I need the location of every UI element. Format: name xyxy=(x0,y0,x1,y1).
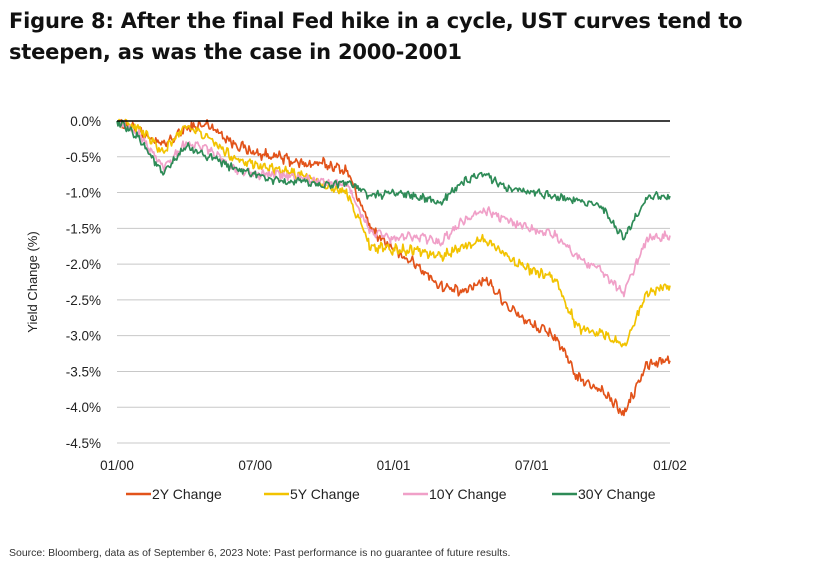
y-axis-label: Yield Change (%) xyxy=(25,231,40,332)
x-axis-ticks: 01/00 07/00 01/01 07/01 01/02 xyxy=(100,458,687,473)
source-note: Source: Bloomberg, data as of September … xyxy=(9,547,511,559)
x-tick-label: 01/01 xyxy=(377,458,411,473)
legend: 2Y Change 5Y Change 10Y Change 30Y Change xyxy=(126,486,656,502)
y-tick-label: -3.0% xyxy=(66,329,101,344)
legend-label: 5Y Change xyxy=(290,486,360,502)
chart-title: Figure 8: After the final Fed hike in a … xyxy=(9,9,743,64)
y-tick-label: 0.0% xyxy=(70,114,101,129)
y-tick-label: -1.5% xyxy=(66,221,101,236)
y-tick-label: -1.0% xyxy=(66,186,101,201)
line-chart: 0.0% -0.5% -1.0% -1.5% -2.0% -2.5% -3.0% -3.5% -… xyxy=(25,114,687,502)
y-axis-ticks: 0.0% -0.5% -1.0% -1.5% -2.0% -2.5% -3.0% -3.5% -… xyxy=(66,114,101,451)
series-line-30y-change xyxy=(116,119,671,241)
y-tick-label: -0.5% xyxy=(66,150,101,165)
gridlines xyxy=(117,156,670,444)
y-tick-label: -4.5% xyxy=(66,436,101,451)
series-line-5y-change xyxy=(116,118,671,348)
y-tick-label: -4.0% xyxy=(66,400,101,415)
y-tick-label: -3.5% xyxy=(66,364,101,379)
x-tick-label: 07/00 xyxy=(238,458,272,473)
y-tick-label: -2.0% xyxy=(66,257,101,272)
series-lines xyxy=(116,118,671,417)
x-tick-label: 01/00 xyxy=(100,458,134,473)
y-tick-label: -2.5% xyxy=(66,293,101,308)
x-tick-label: 01/02 xyxy=(653,458,687,473)
x-tick-label: 07/01 xyxy=(515,458,549,473)
legend-label: 10Y Change xyxy=(429,486,507,502)
series-line-10y-change xyxy=(116,119,671,298)
legend-label: 2Y Change xyxy=(152,486,222,502)
legend-label: 30Y Change xyxy=(578,486,656,502)
